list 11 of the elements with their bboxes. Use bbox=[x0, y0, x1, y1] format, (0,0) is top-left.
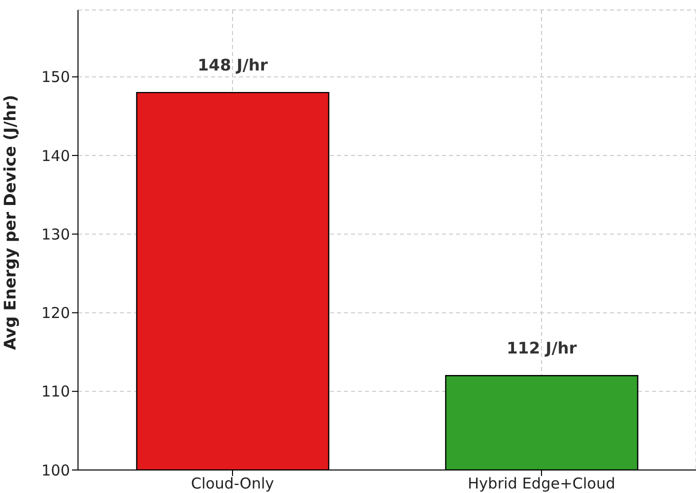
y-tick-label: 150 bbox=[41, 68, 70, 86]
y-tick-label: 110 bbox=[41, 382, 70, 401]
y-tick-label: 140 bbox=[41, 146, 70, 165]
x-tick-label: Cloud-Only bbox=[190, 474, 274, 493]
y-tick-label: 100 bbox=[41, 461, 70, 480]
x-tick-label: Hybrid Edge+Cloud bbox=[468, 474, 616, 493]
y-tick-label: 120 bbox=[41, 304, 70, 322]
y-axis-title: Avg Energy per Device (J/hr) bbox=[0, 94, 20, 350]
data-label: 148 J/hr bbox=[198, 56, 268, 75]
data-label: 112 J/hr bbox=[506, 338, 577, 358]
y-tick-label: 130 bbox=[41, 225, 70, 244]
